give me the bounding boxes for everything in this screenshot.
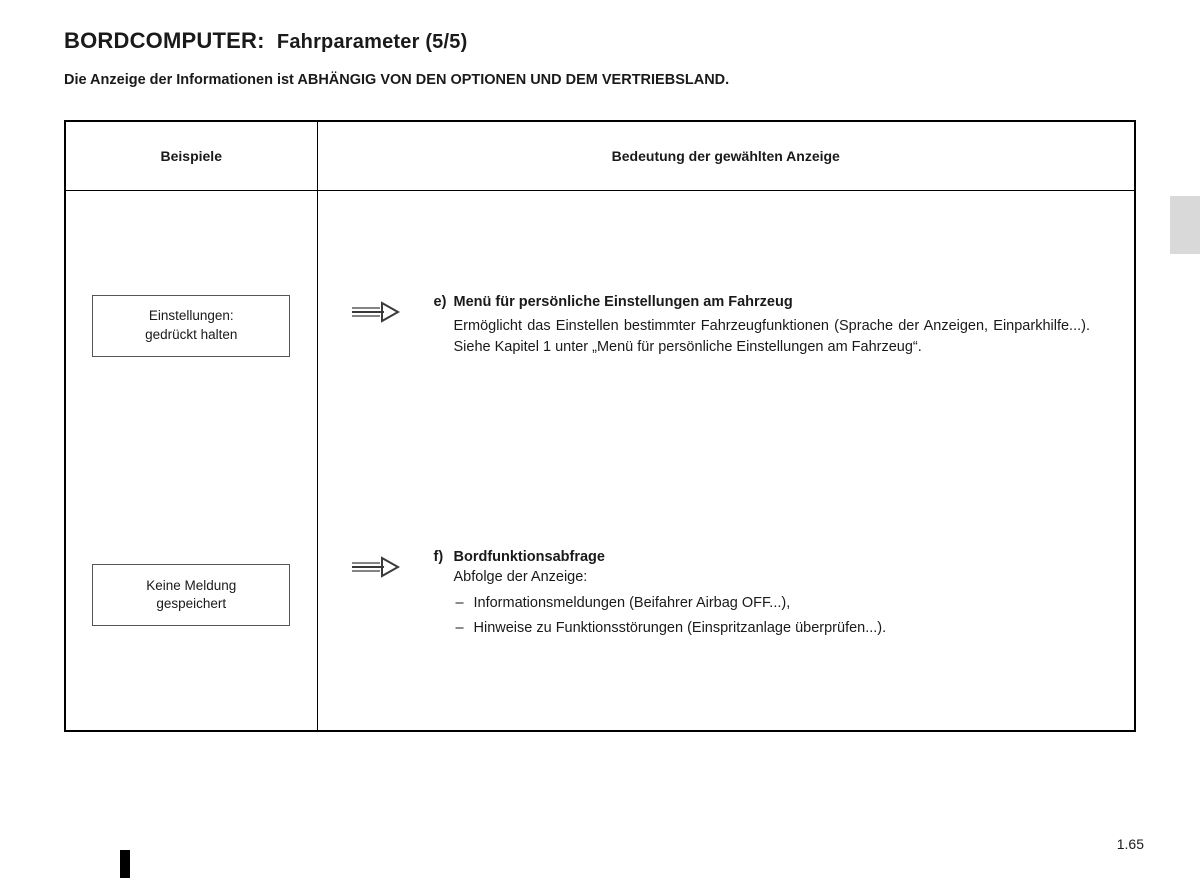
entry-heading: Bordfunktionsabfrage [454, 549, 605, 565]
arrow-icon [350, 300, 400, 324]
example-line: Einstellungen: [149, 307, 234, 325]
bullet-item: –Hinweise zu Funktionsstörungen (Einspri… [454, 616, 1091, 641]
section-tab [1170, 196, 1200, 254]
bullet-item: –Informationsmeldungen (Beifahrer Airbag… [454, 591, 1091, 616]
page-title: BORDCOMPUTER: Fahrparameter (5/5) [64, 28, 1144, 54]
th-examples: Beispiele [65, 121, 317, 191]
example-line: Keine Meldung [146, 577, 236, 595]
bullet-text: Hinweise zu Funktionsstörungen (Einsprit… [474, 620, 887, 636]
title-main: BORDCOMPUTER: [64, 28, 265, 53]
entry-sub: Abfolge der Anzeige: [454, 569, 1091, 585]
bullet-text: Informationsmeldungen (Beifahrer Airbag … [474, 595, 791, 611]
entry-body: Ermöglicht das Einstellen bestimmter Fah… [454, 316, 1091, 358]
arrow-icon [350, 555, 400, 579]
example-box: Einstellungen: gedrückt halten [92, 295, 290, 357]
example-box: Keine Meldung gespeichert [92, 564, 290, 626]
footer-mark [120, 850, 130, 878]
entry-letter: e) [434, 294, 454, 310]
page-subtitle: Die Anzeige der Informationen ist ABHÄNG… [64, 72, 1144, 88]
th-meaning: Bedeutung der gewählten Anzeige [317, 121, 1135, 191]
title-sub: Fahrparameter (5/5) [277, 31, 468, 53]
entry-e: e)Menü für persönliche Einstellungen am … [434, 294, 1091, 358]
entry-heading: Menü für persönliche Einstellungen am Fa… [454, 294, 793, 310]
entry-letter: f) [434, 549, 454, 565]
parameter-table: Beispiele Bedeutung der gewählten Anzeig… [64, 120, 1136, 732]
entry-f: f)Bordfunktionsabfrage Abfolge der Anzei… [434, 549, 1091, 640]
example-line: gespeichert [156, 595, 226, 613]
example-line: gedrückt halten [145, 326, 237, 344]
page-number: 1.65 [1117, 836, 1144, 852]
